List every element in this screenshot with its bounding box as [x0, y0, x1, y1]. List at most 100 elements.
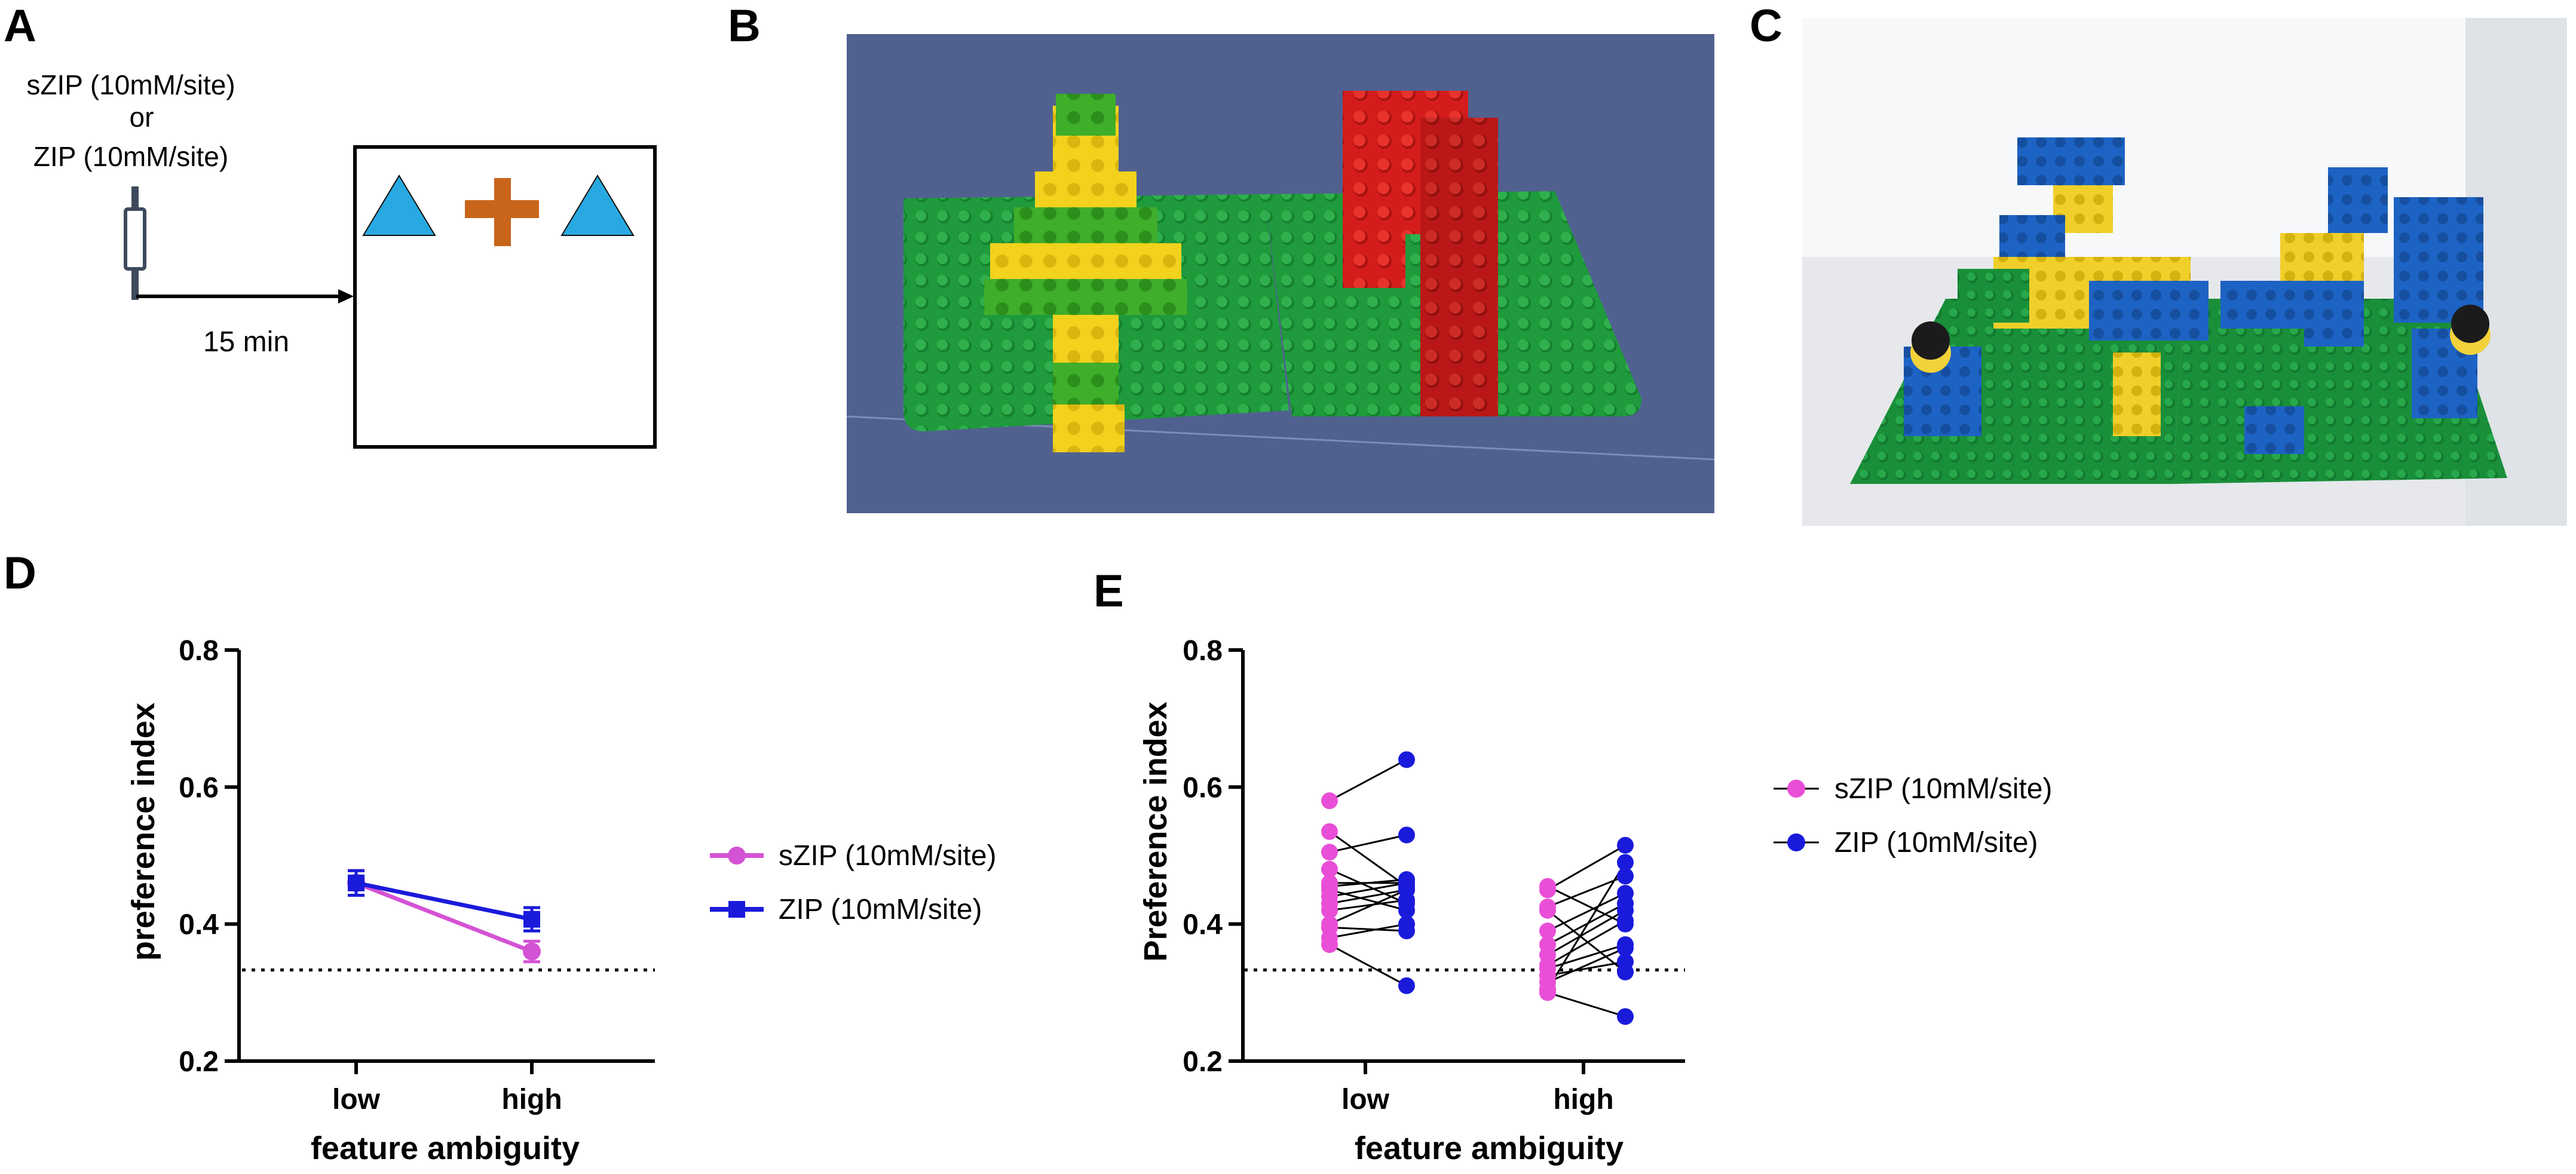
chart-e-pair-line	[1329, 834, 1407, 853]
chart-e-x-axis: low high	[1241, 1059, 1685, 1115]
chart-e-point-szip	[1321, 902, 1338, 919]
chart-e-y-axis: 0.2 0.4 0.6 0.8	[1183, 635, 1245, 1078]
chart-d-point	[348, 874, 365, 891]
chart-e-pair-line	[1329, 888, 1407, 905]
chart-e-pair-line	[1547, 844, 1626, 891]
arrow-head	[338, 289, 354, 304]
drug-label-or: or	[130, 102, 154, 133]
chart-e: Preference index 0.2 0.4 0.6 0.8 low high fe…	[1138, 635, 2053, 1166]
chart-d-x-tick-label: high	[501, 1084, 562, 1115]
chart-d-y-tick-label: 0.4	[179, 909, 219, 941]
chart-e-point-szip	[1539, 902, 1556, 919]
triangle-object-left-icon	[362, 174, 436, 236]
chart-e-pair-line	[1329, 759, 1407, 802]
chart-e-point-zip	[1398, 881, 1415, 899]
chart-d-xlabel: feature ambiguity	[311, 1130, 580, 1166]
chart-d-ylabel: preference index	[125, 703, 161, 961]
chart-e-y-tick-label: 0.6	[1183, 772, 1223, 804]
panel-label-e: E	[1094, 566, 1124, 617]
legend-d-szip-label: sZIP (10mM/site)	[779, 840, 997, 872]
chart-e-pair-line	[1329, 943, 1407, 987]
chart-e-pair-line	[1547, 892, 1626, 932]
chart-e-point-zip	[1617, 953, 1634, 970]
chart-d-y-tick-label: 0.2	[179, 1046, 219, 1078]
chart-d-point	[523, 911, 540, 928]
chart-e-point-szip	[1539, 984, 1556, 1001]
photo-objects-high-ambiguity	[1802, 18, 2567, 526]
chart-e-pair-line	[1547, 919, 1626, 966]
chart-e-ylabel: Preference index	[1138, 701, 1174, 961]
chart-e-point-szip	[1321, 844, 1338, 861]
chart-e-point-zip	[1398, 977, 1415, 994]
panel-label-c: C	[1750, 1, 1782, 51]
chart-e-pair-line	[1329, 899, 1407, 912]
delay-label: 15 min	[203, 326, 289, 358]
chart-e-marks	[1244, 751, 1685, 1025]
legend-e-zip-label: ZIP (10mM/site)	[1834, 827, 2038, 859]
chart-e-pair-line	[1547, 909, 1626, 973]
chart-e-pair-line	[1329, 923, 1407, 939]
chart-d-point	[523, 942, 541, 961]
legend-e-szip-label: sZIP (10mM/site)	[1834, 773, 2053, 805]
chart-e-pair-line	[1547, 991, 1626, 1017]
chart-e-pair-line	[1329, 888, 1407, 912]
chart-e-pair-line	[1547, 961, 1626, 977]
chart-e-point-zip	[1617, 868, 1634, 885]
chart-d-legend: sZIP (10mM/site) ZIP (10mM/site)	[710, 840, 997, 925]
chart-e-y-tick-label: 0.4	[1183, 909, 1223, 941]
chart-e-pair-line	[1329, 830, 1407, 887]
photo-objects-low-ambiguity	[847, 34, 1714, 513]
chart-e-point-zip	[1398, 826, 1415, 844]
legend-e-zip-marker	[1787, 833, 1805, 851]
schematic-panel: sZIP (10mM/site) or ZIP (10mM/site) 15 m…	[26, 69, 657, 449]
chart-e-point-szip	[1539, 922, 1556, 940]
chart-d-x-axis: low high	[237, 1059, 655, 1115]
chart-e-point-szip	[1321, 823, 1338, 840]
chart-d-y-axis: 0.2 0.4 0.6 0.8	[179, 635, 241, 1078]
chart-e-legend: sZIP (10mM/site) ZIP (10mM/site)	[1774, 773, 2053, 859]
chart-d-series-line	[355, 881, 533, 954]
chart-e-x-tick-label: high	[1553, 1084, 1613, 1115]
syringe-icon	[124, 186, 146, 300]
chart-e-y-tick-label: 0.8	[1183, 635, 1223, 667]
chart-d: preference index 0.2 0.4 0.6 0.8 low high fe…	[125, 635, 997, 1166]
chart-e-pair-line	[1547, 875, 1626, 908]
legend-d-szip-marker	[728, 847, 746, 865]
chart-d-y-tick-label: 0.6	[179, 772, 219, 804]
chart-d-marks	[242, 869, 655, 971]
chart-e-point-zip	[1617, 912, 1634, 929]
chart-e-point-zip	[1398, 915, 1415, 933]
chart-e-point-szip	[1321, 792, 1338, 810]
legend-e-szip-marker	[1787, 780, 1805, 798]
chart-e-y-tick-label: 0.2	[1183, 1046, 1223, 1078]
cross-object-icon	[465, 178, 539, 246]
chart-e-pair-line	[1547, 909, 1626, 956]
chart-d-y-tick-label: 0.8	[179, 635, 219, 667]
chart-e-pair-line	[1329, 868, 1407, 905]
chart-e-pair-line	[1546, 862, 1627, 990]
chart-e-point-zip	[1617, 854, 1634, 871]
chart-e-point-szip	[1321, 936, 1338, 954]
chart-e-pair-line	[1329, 882, 1407, 898]
panel-label-b: B	[728, 1, 761, 51]
legend-d-zip-label: ZIP (10mM/site)	[779, 894, 982, 925]
chart-d-series-line	[356, 881, 532, 922]
chart-e-point-szip	[1321, 860, 1338, 878]
drug-label-szip: sZIP (10mM/site)	[26, 69, 235, 100]
chart-d-x-tick-label: low	[332, 1084, 381, 1115]
chart-e-pair-line	[1329, 878, 1407, 888]
panel-label-d: D	[4, 548, 36, 599]
chart-e-point-zip	[1617, 1008, 1634, 1025]
triangle-object-right-icon	[560, 174, 635, 236]
chart-e-point-zip	[1617, 836, 1634, 854]
chart-e-point-szip	[1539, 881, 1556, 899]
chart-e-pair-line	[1547, 947, 1626, 983]
chart-e-pair-line	[1329, 888, 1407, 925]
chart-e-x-tick-label: low	[1341, 1084, 1390, 1115]
chart-e-point-zip	[1398, 751, 1415, 768]
chart-e-point-zip	[1617, 939, 1634, 957]
chart-e-pair-line	[1329, 926, 1407, 932]
legend-d-zip-marker	[728, 901, 745, 918]
chart-e-xlabel: feature ambiguity	[1355, 1130, 1624, 1166]
chart-e-pair-line	[1547, 943, 1626, 970]
